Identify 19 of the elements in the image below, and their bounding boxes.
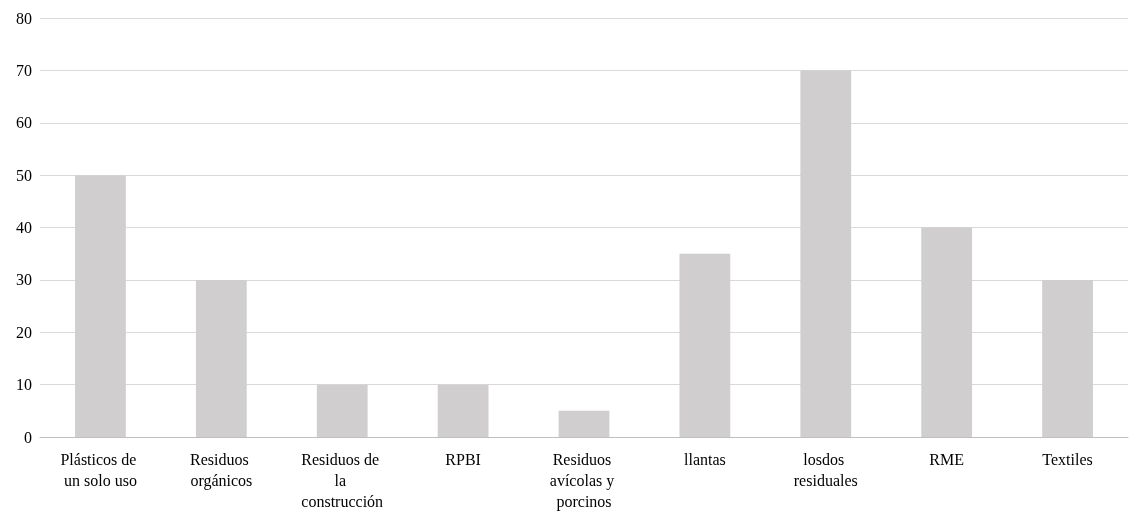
y-tick-label: 60: [16, 114, 32, 132]
x-tick-label: llantas: [684, 451, 726, 468]
x-tick-label: RME: [929, 451, 964, 468]
y-tick-label: 70: [16, 61, 32, 79]
y-tick-label: 50: [16, 166, 32, 184]
y-tick-label: 10: [16, 376, 32, 394]
x-tick-label: Plásticos de un solo uso: [60, 451, 141, 489]
y-tick-label: 30: [16, 271, 32, 289]
y-tick-label: 80: [16, 9, 32, 27]
x-tick-label: Residuos avícolas y porcinos: [549, 451, 619, 511]
y-tick-label: 0: [24, 428, 32, 446]
y-tick-label: 40: [16, 219, 32, 236]
x-tick-label: Residuos de la construcción: [301, 451, 384, 510]
x-tick-label: RPBI: [445, 451, 481, 468]
y-tick-label: 20: [16, 323, 32, 341]
x-tick-label: losdos residuales: [793, 451, 858, 489]
x-tick-label: Textiles: [1042, 451, 1093, 468]
x-tick-label: Residuos orgánicos: [190, 451, 253, 490]
bar: [558, 410, 610, 437]
